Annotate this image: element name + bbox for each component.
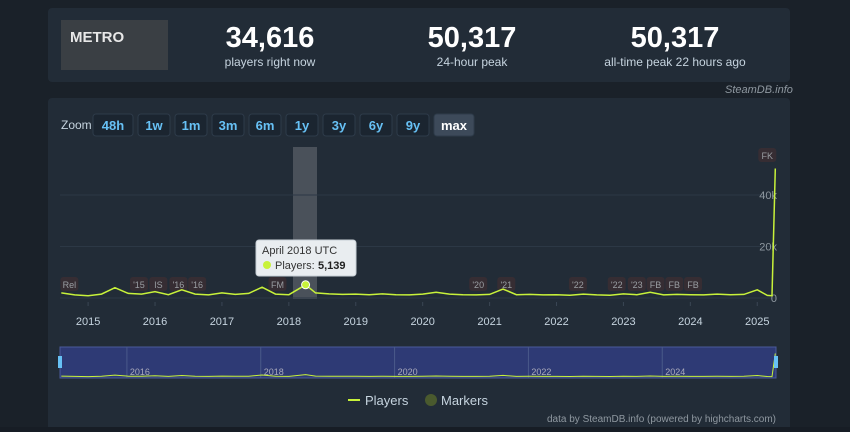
marker-label[interactable]: FM: [271, 280, 284, 290]
y-tick-label: 40k: [759, 190, 777, 202]
zoom-button-label[interactable]: 48h: [102, 118, 124, 133]
zoom-button-label[interactable]: 3y: [332, 118, 347, 133]
x-tick-label: 2020: [410, 316, 434, 328]
players-line: [61, 168, 777, 297]
zoom-button[interactable]: [248, 113, 282, 137]
zoom-button-label[interactable]: 1y: [295, 118, 310, 133]
legend-label[interactable]: Players: [365, 393, 409, 408]
zoom-button-label[interactable]: max: [441, 118, 468, 133]
hover-point: [301, 280, 311, 290]
navigator-label: 2016: [130, 367, 150, 377]
tooltip-dot: [263, 261, 271, 269]
marker-flag[interactable]: [188, 277, 207, 291]
tooltip-value: 5,139: [318, 260, 346, 272]
x-tick-label: 2015: [76, 316, 100, 328]
navigator-line: [61, 353, 776, 378]
navigator-label: 2020: [398, 367, 418, 377]
navigator-label: 2024: [665, 367, 685, 377]
thumbnail-logo: METRO: [70, 29, 124, 46]
marker-label[interactable]: '22: [611, 280, 623, 290]
marker-flag[interactable]: [646, 277, 665, 291]
marker-flag[interactable]: [684, 277, 703, 291]
zoom-button[interactable]: [92, 113, 134, 137]
credit[interactable]: SteamDB.info: [725, 84, 793, 96]
stat-value: 50,317: [631, 22, 720, 54]
stat-value: 50,317: [428, 22, 517, 54]
zoom-button[interactable]: [396, 113, 430, 137]
marker-label[interactable]: '23: [631, 280, 643, 290]
zoom-label: Zoom: [61, 118, 92, 132]
zoom-button-label[interactable]: 6y: [369, 118, 384, 133]
marker-flag[interactable]: [469, 277, 488, 291]
zoom-button-label[interactable]: 1m: [182, 118, 201, 133]
stat-value: 34,616: [226, 22, 315, 54]
x-tick-label: 2019: [344, 316, 368, 328]
zoom-button-label[interactable]: 6m: [256, 118, 275, 133]
zoom-button-label[interactable]: 1w: [145, 118, 163, 133]
marker-label[interactable]: '22: [572, 280, 584, 290]
y-tick-label: 0: [771, 293, 777, 305]
marker-flag[interactable]: [497, 277, 516, 291]
zoom-button[interactable]: [211, 113, 245, 137]
navigator-label: 2018: [264, 367, 284, 377]
stat-label: all-time peak 22 hours ago: [604, 55, 746, 69]
marker-label[interactable]: IS: [154, 280, 163, 290]
zoom-button[interactable]: [359, 113, 393, 137]
marker-label[interactable]: '16: [173, 280, 185, 290]
x-tick-label: 2016: [143, 316, 167, 328]
marker-flag[interactable]: [607, 277, 626, 291]
marker-label[interactable]: FB: [669, 280, 681, 290]
marker-label[interactable]: FB: [687, 280, 699, 290]
stat-label: players right now: [225, 55, 316, 69]
tooltip-title: April 2018 UTC: [262, 245, 337, 257]
marker-label[interactable]: '20: [472, 280, 484, 290]
marker-label[interactable]: '16: [191, 280, 203, 290]
marker-label[interactable]: Rel: [63, 280, 77, 290]
tooltip-label: Players:: [275, 260, 315, 272]
zoom-button[interactable]: [322, 113, 356, 137]
marker-flag[interactable]: [268, 277, 287, 291]
x-tick-label: 2023: [611, 316, 635, 328]
marker-label[interactable]: '15: [133, 280, 145, 290]
x-tick-label: 2024: [678, 316, 702, 328]
marker-label[interactable]: '21: [500, 280, 512, 290]
marker-label[interactable]: FK: [762, 151, 774, 161]
marker-flag[interactable]: [758, 148, 777, 162]
marker-label[interactable]: FB: [650, 280, 662, 290]
x-tick-label: 2025: [745, 316, 769, 328]
zoom-button[interactable]: [433, 113, 475, 137]
zoom-button[interactable]: [137, 113, 171, 137]
marker-flag[interactable]: [169, 277, 188, 291]
marker-flag[interactable]: [149, 277, 168, 291]
header-panel: [48, 8, 790, 82]
marker-flag[interactable]: [665, 277, 684, 291]
marker-flag[interactable]: [129, 277, 148, 291]
navigator-label: 2022: [531, 367, 551, 377]
marker-flag[interactable]: [568, 277, 587, 291]
game-thumbnail: [61, 20, 168, 70]
navigator-handle[interactable]: [58, 356, 62, 368]
legend-label[interactable]: Markers: [441, 393, 488, 408]
x-tick-label: 2018: [277, 316, 301, 328]
x-tick-label: 2022: [544, 316, 568, 328]
zoom-button[interactable]: [285, 113, 319, 137]
zoom-button-label[interactable]: 3m: [219, 118, 238, 133]
tooltip: [255, 239, 357, 277]
zoom-button[interactable]: [174, 113, 208, 137]
y-tick-label: 20k: [759, 242, 777, 254]
x-tick-label: 2017: [210, 316, 234, 328]
zoom-button-label[interactable]: 9y: [406, 118, 421, 133]
legend-marker: [425, 394, 437, 406]
stat-label: 24-hour peak: [437, 55, 509, 69]
marker-flag[interactable]: [627, 277, 646, 291]
navigator[interactable]: [59, 346, 777, 379]
x-tick-label: 2021: [477, 316, 501, 328]
marker-flag[interactable]: [60, 277, 79, 291]
navigator-handle[interactable]: [774, 356, 778, 368]
footer: data by SteamDB.info (powered by highcha…: [547, 414, 776, 425]
